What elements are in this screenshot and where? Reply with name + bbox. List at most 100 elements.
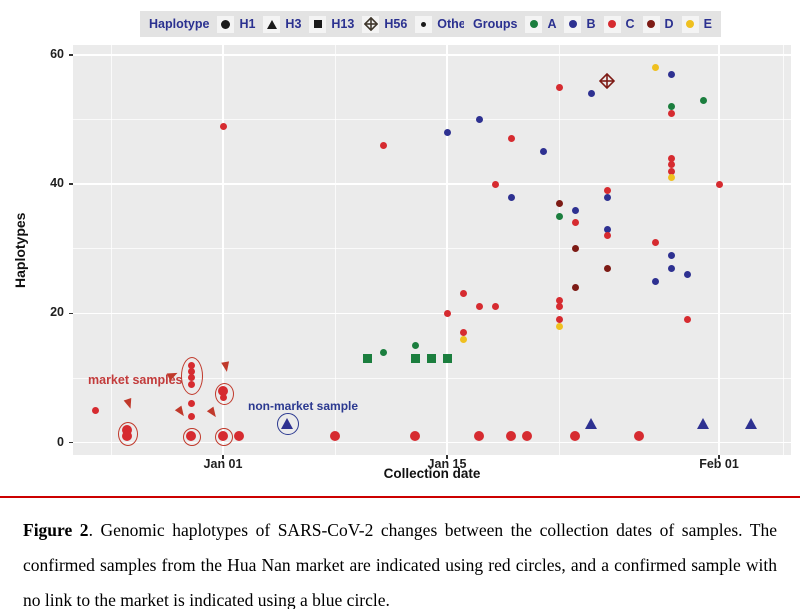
x-tick-mark [718, 455, 720, 459]
caption-figure-number: Figure 2 [23, 520, 89, 540]
legend-key [603, 15, 621, 33]
y-tick-mark [69, 441, 73, 444]
x-axis-label: Collection date [383, 466, 481, 481]
data-point [634, 431, 644, 442]
x-tick-mark [222, 455, 224, 459]
y-tick-mark [69, 312, 73, 315]
legend-item: H56 [362, 15, 408, 33]
gridline-minor-y [73, 248, 791, 250]
figure-caption: Figure 2. Genomic haplotypes of SARS-CoV… [0, 500, 800, 609]
non-market-sample-label: non-market sample [248, 399, 359, 413]
market-circle-annotation [118, 421, 138, 446]
gridline-minor-x [334, 45, 336, 455]
market-circle-annotation [181, 356, 203, 395]
data-point [570, 431, 580, 442]
legend-item-label: D [664, 17, 674, 31]
data-point [379, 141, 387, 149]
data-point [667, 109, 675, 117]
legend-item: H1 [217, 15, 255, 33]
data-point [555, 212, 563, 220]
group-dot-icon [647, 20, 656, 28]
data-point [91, 406, 99, 414]
legend-item: B [564, 15, 596, 33]
gridline-major-y [73, 441, 791, 444]
y-tick-mark [69, 183, 73, 185]
market-circle-annotation [215, 428, 233, 447]
data-point [603, 225, 611, 233]
data-point [443, 309, 451, 317]
data-point [571, 206, 579, 214]
legend-key [217, 15, 235, 33]
data-point [555, 303, 563, 311]
data-point [410, 431, 420, 442]
data-point-square [442, 354, 452, 364]
caption-text: . Genomic haplotypes of SARS-CoV-2 chang… [23, 520, 777, 609]
legend-item-label: H13 [331, 17, 355, 31]
data-point [667, 167, 675, 175]
legend-key [309, 15, 327, 33]
data-point [187, 413, 195, 421]
data-point [539, 148, 547, 156]
h56-key [363, 16, 379, 32]
legend-item: D [642, 15, 674, 33]
legend-item: A [525, 15, 557, 33]
gridline-major-x [446, 45, 448, 455]
data-point [187, 400, 195, 408]
data-point-triangle [744, 417, 757, 429]
data-point [571, 219, 579, 227]
legend-item-label: H56 [384, 17, 408, 31]
data-point-h56 [598, 72, 616, 94]
data-point [474, 431, 484, 442]
annotation-arrow-icon [221, 361, 231, 373]
data-point [491, 180, 499, 188]
legend-haplotype: Haplotype H1 H3 H13 H56 Others [140, 11, 487, 37]
data-point [443, 129, 451, 136]
legend-item-label: H3 [285, 17, 302, 31]
data-point [219, 122, 227, 130]
h56-diamond-icon [363, 16, 379, 32]
data-point [651, 64, 659, 72]
data-point [555, 200, 563, 208]
y-tick-label: 60 [50, 47, 64, 61]
data-point [667, 161, 675, 169]
legend-groups: Groups A B C D E [464, 11, 721, 37]
data-point-triangle [696, 417, 709, 429]
data-point [715, 180, 723, 188]
legend-key [415, 15, 433, 33]
gridline-major-x [718, 45, 720, 455]
data-point [459, 290, 467, 298]
x-tick-label: Jan 01 [203, 457, 243, 471]
h1-circle-icon [221, 19, 231, 29]
gridline-minor-y [73, 377, 791, 379]
data-point-triangle [584, 417, 597, 429]
data-point [506, 431, 516, 442]
data-point [603, 187, 611, 195]
data-point [667, 154, 675, 162]
gridline-major-y [73, 183, 791, 185]
data-point-square [426, 354, 436, 364]
y-tick-label: 40 [50, 176, 64, 191]
gridline-major-y [73, 54, 791, 56]
data-point [459, 335, 467, 343]
h13-square-icon [313, 20, 322, 28]
data-point [571, 245, 579, 253]
data-point [651, 238, 659, 246]
legend-key [525, 15, 543, 33]
data-point [234, 431, 244, 442]
market-circle-annotation [214, 383, 234, 406]
legend-key [681, 15, 699, 33]
data-point [522, 431, 532, 442]
legend-item-label: A [547, 17, 557, 31]
data-point [555, 322, 563, 330]
y-tick-label: 0 [57, 434, 64, 449]
data-point [587, 90, 595, 98]
data-point [667, 264, 675, 272]
data-point [651, 277, 659, 285]
data-point [603, 193, 611, 201]
chart-area: Haplotype H1 H3 H13 H56 Others Groups A B C D E Ha… [12, 11, 791, 481]
data-point [667, 70, 675, 78]
legend-item-label: C [625, 17, 635, 31]
x-tick-label: Jan 15 [427, 457, 467, 471]
data-point [411, 342, 419, 350]
